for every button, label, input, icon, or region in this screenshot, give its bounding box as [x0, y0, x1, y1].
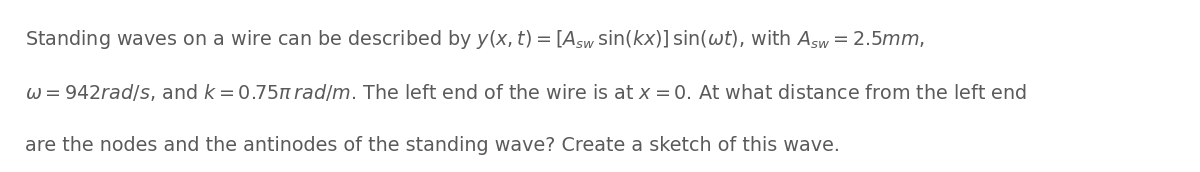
Text: are the nodes and the antinodes of the standing wave? Create a sketch of this wa: are the nodes and the antinodes of the s…	[25, 136, 840, 155]
Text: Standing waves on a wire can be described by $y(x, t) = [A_{sw}\,\mathrm{sin}(kx: Standing waves on a wire can be describe…	[25, 28, 925, 51]
Text: $\omega = 942rad/s$, and $k = 0.75\pi\, rad/m$. The left end of the wire is at $: $\omega = 942rad/s$, and $k = 0.75\pi\, …	[25, 82, 1027, 103]
